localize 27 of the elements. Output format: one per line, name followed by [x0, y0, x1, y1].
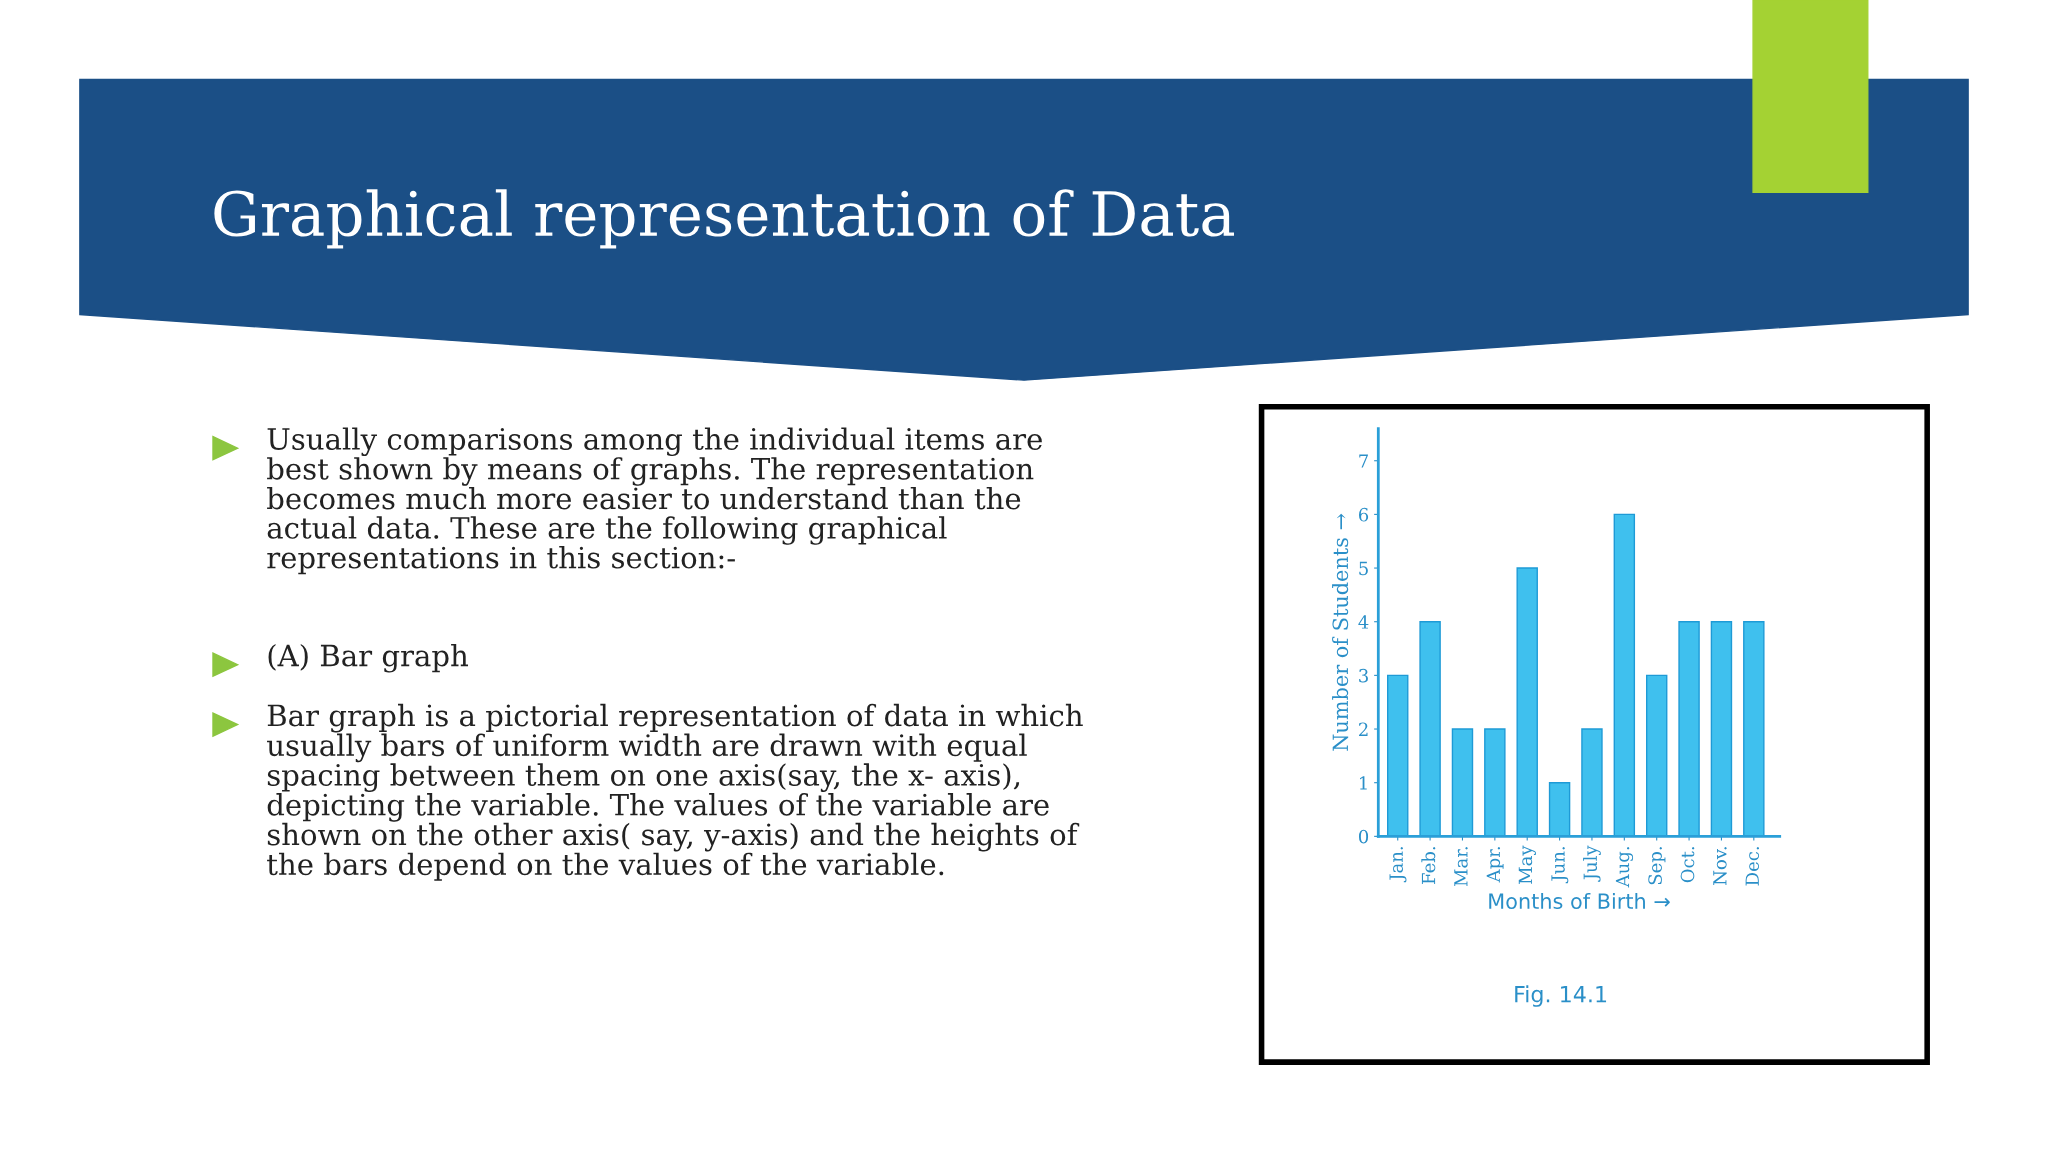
- y-tick-label: 1: [1359, 776, 1367, 790]
- x-tick-label: Jun.: [1551, 847, 1569, 884]
- x-tick-label: Apr.: [1486, 847, 1504, 883]
- y-tick-label: 5: [1359, 561, 1368, 576]
- y-tick-label: 6: [1359, 507, 1369, 522]
- text: Usually comparisons among the individual items are best shown by means of graphs. The representation becomes much more easier to understand than the actual data. These are the following graphical representations in this section:-: [267, 427, 1042, 575]
- y-tick-label: 3: [1359, 668, 1368, 683]
- x-tick-label: May: [1518, 845, 1536, 884]
- x-tick-label: Dec.: [1745, 847, 1760, 886]
- y-tick-label: 0: [1358, 829, 1369, 844]
- x-tick-label: Oct.: [1680, 847, 1695, 883]
- x-tick-label: Feb.: [1421, 847, 1436, 884]
- x-axis-title: Months of Birth →: [1489, 892, 1670, 910]
- x-tick-label: Nov.: [1713, 847, 1727, 885]
- x-tick-label: Mar.: [1454, 847, 1468, 887]
- caption: Fig. 14.1: [1515, 985, 1607, 1007]
- x-tick-label: Jan.: [1389, 847, 1407, 883]
- y-tick-label: 7: [1359, 454, 1368, 468]
- y-axis-title: Number of Students →: [1332, 513, 1349, 751]
- x-tick-label: Sep.: [1648, 847, 1666, 885]
- text: Bar graph is a pictorial representation of data in which usually bars of uniform width are drawn with equal spacing between them on one axis(say, the x- axis), depicting the variable. The values of the variable are shown on the other axis( say, y-axis) and the heights of the bars depend on the values of the variable.: [267, 703, 1083, 881]
- text: Graphical representation of Data: [214, 189, 1235, 249]
- x-tick-label: July: [1583, 845, 1601, 882]
- x-tick-label: Aug.: [1615, 847, 1634, 888]
- y-tick-label: 2: [1359, 722, 1368, 736]
- text: (A) Bar graph: [268, 643, 469, 673]
- y-tick-label: 4: [1358, 615, 1369, 629]
